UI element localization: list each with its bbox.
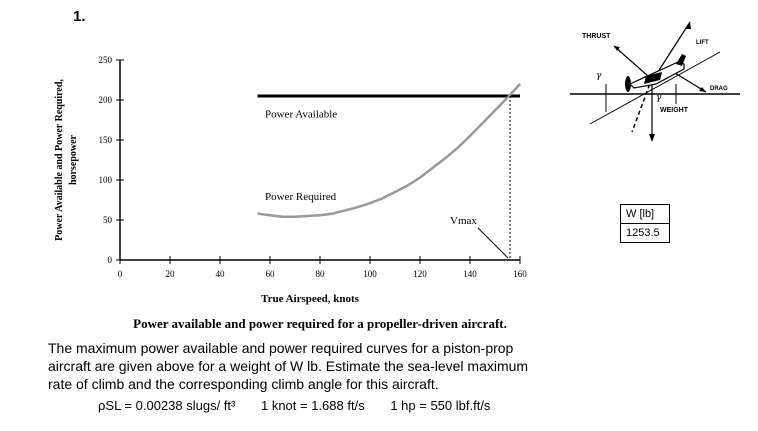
lift-arrowhead <box>686 22 691 29</box>
y-tick-label: 100 <box>99 175 113 185</box>
x-axis-label: True Airspeed, knots <box>261 293 360 305</box>
x-tick-label: 140 <box>463 269 477 279</box>
airplane-icon <box>625 54 686 92</box>
constant-hp: 1 hp = 550 lbf.ft/s <box>390 398 491 413</box>
constant-knot: 1 knot = 1.688 ft/s <box>260 398 365 413</box>
flight-path-line <box>589 51 721 125</box>
x-tick-label: 20 <box>166 269 176 279</box>
gamma-label-flight: γ <box>596 71 602 81</box>
forces-diagram: THRUST LIFT DRAG WEIGHT γ γ <box>570 21 740 142</box>
weight-label: WEIGHT <box>660 107 689 114</box>
x-tick-label: 120 <box>413 269 427 279</box>
y-axis-label-line: horsepower <box>68 134 79 185</box>
drag-label: DRAG <box>710 86 728 92</box>
chart-caption: Power available and power required for a… <box>133 316 507 331</box>
chart-series <box>257 83 521 260</box>
gamma-label-weight: γ <box>656 93 662 103</box>
x-tick-label: 160 <box>513 269 527 279</box>
chart-annotations: Power Available Power Required Vmax <box>265 109 509 259</box>
chart-axes <box>119 60 520 261</box>
thrust-arrowhead <box>614 46 620 51</box>
y-axis-label: Power Available and Power Required, horse… <box>54 79 79 241</box>
y-axis-label-line: Power Available and Power Required, <box>54 79 65 241</box>
lift-label: LIFT <box>696 40 709 46</box>
y-ticks: 0 50 100 150 200 250 <box>99 55 124 265</box>
x-tick-label: 100 <box>363 269 377 279</box>
x-tick-label: 40 <box>216 269 226 279</box>
lift-arrow <box>653 21 691 79</box>
constants-line: ρSL = 0.00238 slugs/ ft³ 1 knot = 1.688 … <box>98 398 512 413</box>
annotation-label: Vmax <box>450 215 477 227</box>
drag-arrowhead <box>699 87 706 92</box>
problem-number: 1. <box>73 8 86 25</box>
y-tick-label: 200 <box>99 95 113 105</box>
weight-table-value: 1253.5 <box>620 223 670 243</box>
thrust-arrow <box>613 45 649 77</box>
x-tick-label: 0 <box>118 269 123 279</box>
constant-density: ρSL = 0.00238 slugs/ ft³ <box>98 398 236 413</box>
problem-statement: The maximum power available and power re… <box>48 340 529 392</box>
normal-dashed-line <box>631 77 653 133</box>
weight-table-header: W [lb] <box>620 204 670 224</box>
x-ticks: 0 20 40 60 80 100 120 140 160 <box>118 256 527 279</box>
x-tick-label: 60 <box>266 269 276 279</box>
y-tick-label: 50 <box>103 215 113 225</box>
weight-arrowhead <box>649 134 655 142</box>
power-required-curve <box>257 83 521 219</box>
power-chart: 0 50 100 150 200 250 0 20 40 60 80 100 120 140 160 Po… <box>54 55 527 305</box>
annotation-label: Power Required <box>265 191 337 203</box>
y-tick-label: 150 <box>99 135 113 145</box>
vmax-pointer-line <box>477 227 509 259</box>
annotation-label: Power Available <box>265 109 337 121</box>
y-tick-label: 250 <box>99 55 113 65</box>
y-tick-label: 0 <box>108 255 113 265</box>
weight-table: W [lb] 1253.5 <box>620 204 670 243</box>
thrust-label: THRUST <box>582 33 611 40</box>
x-tick-label: 80 <box>316 269 326 279</box>
